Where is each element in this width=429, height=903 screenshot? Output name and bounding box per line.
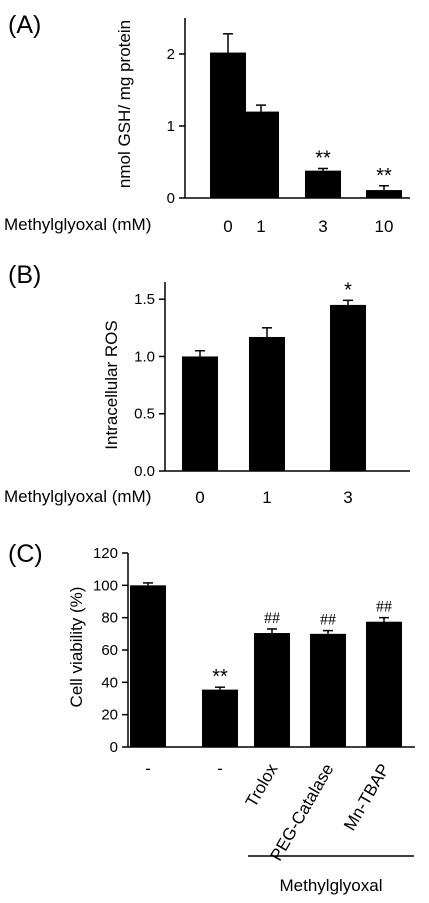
y-tick-label: 120 [93, 545, 118, 562]
y-tick-label: 0.5 [134, 406, 155, 423]
y-tick-label: 0 [167, 190, 175, 207]
category-label: 3 [343, 488, 352, 507]
significance-star: ** [212, 666, 228, 688]
panel-a-ylabel: nmol GSH/ mg protein [115, 20, 134, 188]
category-label: 1 [262, 488, 271, 507]
bar [210, 52, 246, 199]
group-label: Methylglyoxal [280, 876, 383, 895]
category-label: 0 [195, 488, 204, 507]
bar [310, 633, 346, 747]
bar [305, 170, 341, 198]
category-label: Trolox [242, 760, 282, 810]
y-tick-label: 80 [101, 610, 118, 627]
category-label: 10 [375, 217, 394, 236]
significance-star: * [344, 279, 352, 301]
significance-hash: ## [376, 599, 392, 616]
panel-a-label: (A) [8, 11, 41, 39]
significance-hash: ## [320, 612, 336, 629]
panel-a: (A) nmol GSH/ mg protein Methylglyoxal (… [4, 11, 410, 236]
bar [366, 190, 402, 198]
category-label: 0 [223, 217, 232, 236]
category-label: - [145, 759, 151, 778]
significance-star: ** [315, 147, 331, 169]
y-tick-label: 1 [167, 118, 175, 135]
bar [366, 621, 402, 747]
category-label: 3 [318, 217, 327, 236]
bar [243, 111, 279, 198]
panel-b-plot: 0.0 0.5 1.0 1.5 0 1 * 3 [134, 279, 410, 507]
bar [130, 585, 166, 747]
y-tick-label: 60 [101, 642, 118, 659]
panel-b: (B) Intracellular ROS Methylglyoxal (mM)… [4, 261, 410, 507]
panel-c: (C) Cell viability (%) Methylglyoxal 0 20… [8, 540, 415, 895]
y-tick-label: 100 [93, 577, 118, 594]
bar [249, 336, 285, 471]
category-label: Mn-TBAP [340, 761, 393, 834]
panel-c-plot: 020406080100120-**-##Trolox##PEG-Catalas… [93, 545, 415, 864]
significance-star: ** [376, 165, 392, 187]
panel-a-xlabel: Methylglyoxal (mM) [4, 215, 151, 234]
bar [330, 304, 366, 471]
y-tick-label: 20 [101, 707, 118, 724]
category-label: - [217, 759, 223, 778]
y-tick-label: 2 [167, 46, 175, 63]
panel-c-label: (C) [8, 540, 43, 568]
panel-b-ylabel: Intracellular ROS [102, 320, 121, 449]
y-tick-label: 0 [110, 739, 118, 756]
panel-b-label: (B) [8, 261, 41, 289]
panel-c-ylabel: Cell viability (%) [67, 587, 86, 708]
y-tick-label: 1.5 [134, 291, 155, 308]
y-tick-label: 1.0 [134, 348, 155, 365]
panel-a-plot: 0 1 2 0 1 ** 3 ** 10 [167, 18, 410, 236]
bar [182, 356, 218, 471]
bar [254, 633, 290, 747]
significance-hash: ## [264, 610, 280, 627]
panel-b-xlabel: Methylglyoxal (mM) [4, 487, 151, 506]
bar [202, 689, 238, 747]
y-tick-label: 40 [101, 674, 118, 691]
y-tick-label: 0.0 [134, 463, 155, 480]
category-label: 1 [256, 217, 265, 236]
